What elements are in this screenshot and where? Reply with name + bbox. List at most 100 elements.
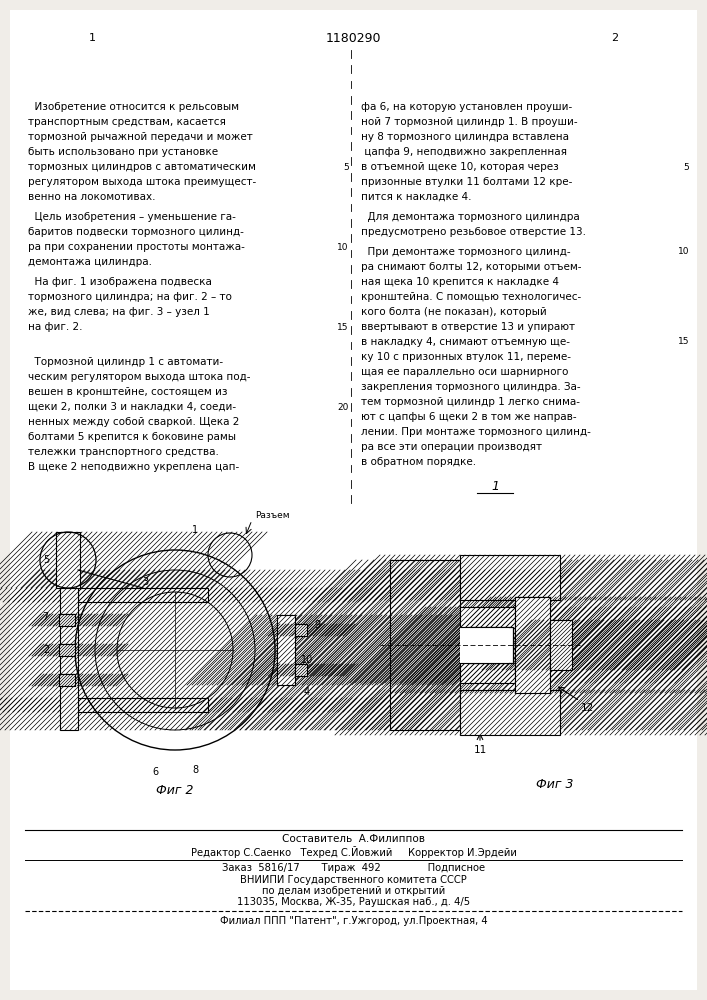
Text: ческим регулятором выхода штока под-: ческим регулятором выхода штока под- — [28, 372, 251, 382]
Text: кого болта (не показан), который: кого болта (не показан), который — [361, 307, 547, 317]
Text: ненных между собой сваркой. Щека 2: ненных между собой сваркой. Щека 2 — [28, 417, 240, 427]
Text: При демонтаже тормозного цилинд-: При демонтаже тормозного цилинд- — [361, 247, 570, 257]
Text: регулятором выхода штока преимущест-: регулятором выхода штока преимущест- — [28, 177, 257, 187]
Text: Фиг 2: Фиг 2 — [156, 784, 194, 796]
Text: 9: 9 — [314, 620, 320, 630]
Text: 1: 1 — [491, 481, 499, 493]
Bar — [59, 644, 75, 656]
Text: ра снимают болты 12, которыми отъем-: ра снимают болты 12, которыми отъем- — [361, 262, 581, 272]
Text: баритов подвески тормозного цилинд-: баритов подвески тормозного цилинд- — [28, 227, 244, 237]
Text: 10: 10 — [678, 247, 689, 256]
Text: 11: 11 — [474, 745, 486, 755]
Text: Цель изобретения – уменьшение га-: Цель изобретения – уменьшение га- — [28, 212, 236, 222]
Text: 15: 15 — [678, 338, 689, 347]
Bar — [59, 644, 75, 656]
Text: 10: 10 — [301, 655, 313, 665]
Bar — [390, 560, 460, 730]
Text: Изобретение относится к рельсовым: Изобретение относится к рельсовым — [28, 102, 239, 112]
Text: призонные втулки 11 болтами 12 кре-: призонные втулки 11 болтами 12 кре- — [361, 177, 572, 187]
Text: по делам изобретений и открытий: по делам изобретений и открытий — [262, 886, 445, 896]
Text: ная щека 10 крепится к накладке 4: ная щека 10 крепится к накладке 4 — [361, 277, 559, 287]
Text: предусмотрено резьбовое отверстие 13.: предусмотрено резьбовое отверстие 13. — [361, 227, 585, 237]
Text: 8: 8 — [192, 765, 198, 775]
Text: тормозного цилиндра; на фиг. 2 – то: тормозного цилиндра; на фиг. 2 – то — [28, 292, 232, 302]
Text: ра все эти операции производят: ра все эти операции производят — [361, 442, 542, 452]
Text: ной 7 тормозной цилиндр 1. В проуши-: ной 7 тормозной цилиндр 1. В проуши- — [361, 117, 577, 127]
Text: 1180290: 1180290 — [326, 31, 381, 44]
Text: ра при сохранении простоты монтажа-: ра при сохранении простоты монтажа- — [28, 242, 245, 252]
Text: вешен в кронштейне, состоящем из: вешен в кронштейне, состоящем из — [28, 387, 228, 397]
Bar — [59, 674, 75, 686]
Text: Филиал ППП "Патент", г.Ужгород, ул.Проектная, 4: Филиал ППП "Патент", г.Ужгород, ул.Проек… — [220, 916, 487, 926]
Text: тем тормозной цилиндр 1 легко снима-: тем тормозной цилиндр 1 легко снима- — [361, 397, 580, 407]
Text: Для демонтажа тормозного цилиндра: Для демонтажа тормозного цилиндра — [361, 212, 579, 222]
Text: 2: 2 — [612, 33, 619, 43]
Bar — [295, 664, 307, 676]
Text: фа 6, на которую установлен проуши-: фа 6, на которую установлен проуши- — [361, 102, 572, 112]
Text: тормозной рычажной передачи и может: тормозной рычажной передачи и может — [28, 132, 253, 142]
Text: болтами 5 крепится к боковине рамы: болтами 5 крепится к боковине рамы — [28, 432, 236, 442]
Text: щеки 2, полки 3 и накладки 4, соеди-: щеки 2, полки 3 и накладки 4, соеди- — [28, 402, 236, 412]
Text: ввертывают в отверстие 13 и упирают: ввертывают в отверстие 13 и упирают — [361, 322, 575, 332]
Text: 4: 4 — [304, 687, 310, 697]
Text: Заказ  5816/17       Тираж  492               Подписное: Заказ 5816/17 Тираж 492 Подписное — [222, 863, 485, 873]
Text: лении. При монтаже тормозного цилинд-: лении. При монтаже тормозного цилинд- — [361, 427, 590, 437]
Text: в отъемной щеке 10, которая через: в отъемной щеке 10, которая через — [361, 162, 559, 172]
Bar — [460, 555, 560, 600]
Text: 1: 1 — [192, 525, 198, 535]
Bar — [56, 532, 80, 588]
Text: венно на локомотивах.: венно на локомотивах. — [28, 192, 156, 202]
Text: 1: 1 — [88, 33, 95, 43]
Text: Фиг 3: Фиг 3 — [536, 778, 574, 792]
Text: ку 10 с призонных втулок 11, переме-: ку 10 с призонных втулок 11, переме- — [361, 352, 571, 362]
Text: На фиг. 1 изображена подвеска: На фиг. 1 изображена подвеска — [28, 277, 212, 287]
Bar — [460, 690, 560, 735]
Text: 113035, Москва, Ж-35, Раушская наб., д. 4/5: 113035, Москва, Ж-35, Раушская наб., д. … — [237, 897, 470, 907]
Text: цапфа 9, неподвижно закрепленная: цапфа 9, неподвижно закрепленная — [361, 147, 566, 157]
Text: 5: 5 — [684, 162, 689, 172]
Text: на фиг. 2.: на фиг. 2. — [28, 322, 83, 332]
Text: 5: 5 — [343, 162, 349, 172]
Text: быть использовано при установке: быть использовано при установке — [28, 147, 218, 157]
Text: ну 8 тормозного цилиндра вставлена: ну 8 тормозного цилиндра вставлена — [361, 132, 568, 142]
Bar — [468, 627, 513, 663]
Text: 15: 15 — [337, 322, 349, 332]
Text: 2: 2 — [43, 645, 49, 655]
Text: 12: 12 — [580, 703, 594, 713]
Bar — [59, 674, 75, 686]
Text: 3: 3 — [142, 577, 148, 587]
Text: 5: 5 — [43, 555, 49, 565]
Bar — [515, 597, 550, 693]
Text: Тормозной цилиндр 1 с автомати-: Тормозной цилиндр 1 с автомати- — [28, 357, 223, 367]
Text: демонтажа цилиндра.: демонтажа цилиндра. — [28, 257, 152, 267]
Bar — [460, 607, 515, 683]
Text: транспортным средствам, касается: транспортным средствам, касается — [28, 117, 226, 127]
Text: щая ее параллельно оси шарнирного: щая ее параллельно оси шарнирного — [361, 367, 568, 377]
Bar — [78, 698, 208, 712]
Text: 7: 7 — [42, 612, 48, 622]
Text: ют с цапфы 6 щеки 2 в том же направ-: ют с цапфы 6 щеки 2 в том же направ- — [361, 412, 576, 422]
Bar — [550, 620, 572, 670]
Text: пится к накладке 4.: пится к накладке 4. — [361, 192, 471, 202]
Text: Составитель  А.Филиппов: Составитель А.Филиппов — [282, 834, 425, 844]
Text: Редактор С.Саенко   Техред С.Йовжий     Корректор И.Эрдейи: Редактор С.Саенко Техред С.Йовжий Коррек… — [191, 846, 516, 858]
Text: в накладку 4, снимают отъемную ще-: в накладку 4, снимают отъемную ще- — [361, 337, 570, 347]
Text: тележки транспортного средства.: тележки транспортного средства. — [28, 447, 219, 457]
Bar — [277, 615, 295, 685]
Bar — [78, 588, 208, 602]
Text: в обратном порядке.: в обратном порядке. — [361, 457, 476, 467]
Text: закрепления тормозного цилиндра. За-: закрепления тормозного цилиндра. За- — [361, 382, 580, 392]
Text: В щеке 2 неподвижно укреплена цап-: В щеке 2 неподвижно укреплена цап- — [28, 462, 240, 472]
Text: Разъем: Разъем — [255, 510, 290, 520]
Bar — [59, 614, 75, 626]
Text: же, вид слева; на фиг. 3 – узел 1: же, вид слева; на фиг. 3 – узел 1 — [28, 307, 210, 317]
Text: 20: 20 — [337, 402, 349, 412]
Bar — [59, 614, 75, 626]
Bar — [295, 624, 307, 636]
Text: тормозных цилиндров с автоматическим: тормозных цилиндров с автоматическим — [28, 162, 256, 172]
Bar — [60, 570, 78, 730]
Text: 6: 6 — [152, 767, 158, 777]
Text: 10: 10 — [337, 242, 349, 251]
Bar — [460, 627, 509, 663]
Text: кронштейна. С помощью технологичес-: кронштейна. С помощью технологичес- — [361, 292, 581, 302]
